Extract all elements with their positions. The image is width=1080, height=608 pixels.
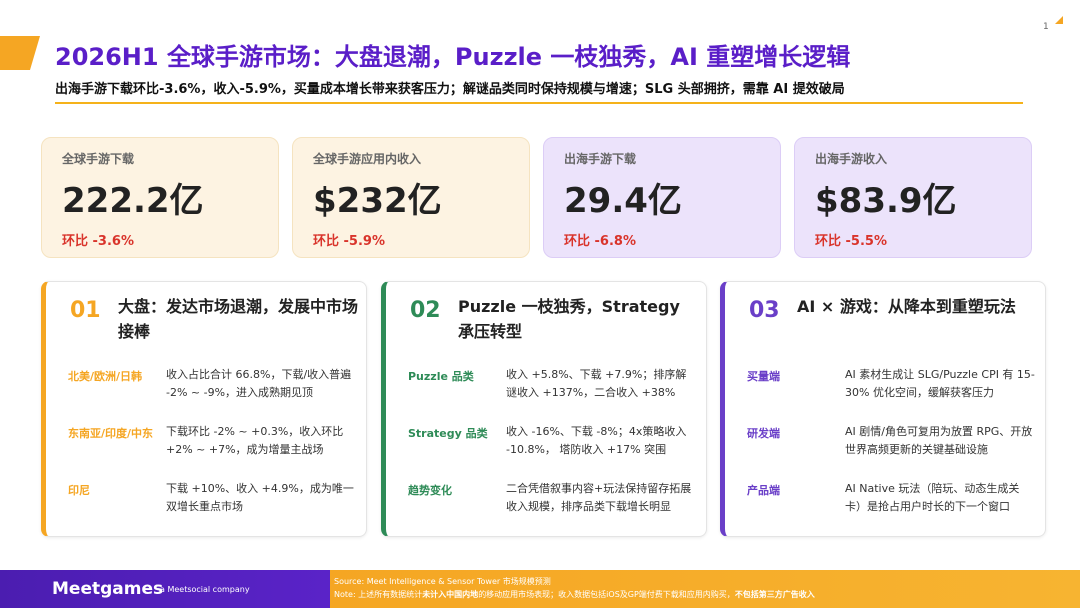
row-label: 产品端 [747,484,780,497]
note-text: Note: 上述所有数据统计 [334,590,423,599]
kpi-change: 环比 -5.5% [815,234,887,249]
kpi-value: $232亿 [313,181,442,221]
row-label: 东南亚/印度/中东 [68,427,154,440]
kpi-value: $83.9亿 [815,181,957,221]
row-text: AI Native 玩法（陪玩、动态生成关卡）是抢占用户时长的下一个窗口 [845,482,1020,513]
kpi-value: 29.4亿 [564,181,682,221]
row-text: 收入占比合计 66.8%，下载/收入普遍 -2% ~ -9%，进入成熟期见顶 [166,368,352,399]
section-row: 产品端 AI Native 玩法（陪玩、动态生成关卡）是抢占用户时长的下一个窗口 [747,480,1031,530]
subtitle: 出海手游下载环比-3.6%，收入-5.9%，买量成本增长带来获客压力；解谜品类同… [55,78,1023,104]
section-title: 大盘：发达市场退潮，发展中市场接棒 [118,297,359,341]
source: Source: Meet Intelligence & Sensor Tower… [334,577,551,586]
section-card: 01 大盘：发达市场退潮，发展中市场接棒北美/欧洲/日韩 收入占比合计 66.8%，… [41,281,367,537]
logo: Meetgames [52,579,164,599]
note-text: 的移动应用市场表现；收入数据包括iOS及GP端付费下载和应用内购买， [478,590,735,599]
footer-band [0,570,1080,608]
kpi-label: 出海手游收入 [815,152,888,166]
row-text: 收入 -16%、下载 -8%；4x策略收入 -10.8%， 塔防收入 +17% … [506,425,687,456]
section-row: 东南亚/印度/中东 下载环比 -2% ~ +0.3%，收入环比 +2% ~ +7%… [68,423,352,473]
tagline: a Meetsocial company [160,585,250,594]
row-text: AI 剧情/角色可复用为放置 RPG、开放世界高频更新的关键基础设施 [845,425,1033,456]
kpi-value: 222.2亿 [62,181,204,221]
section-row: Puzzle 品类 收入 +5.8%、下载 +7.9%；排序解谜收入 +137%，… [408,366,692,416]
kpi-card: 全球手游下载 222.2亿环比 -3.6% [41,137,279,258]
section-number: 01 [70,298,101,323]
note: Note: 上述所有数据统计未计入中国内地的移动应用市场表现；收入数据包括iOS… [334,589,815,600]
section-card: 03 AI × 游戏：从降本到重塑玩法买量端 AI 素材生成让 SLG/Puzzle… [720,281,1046,537]
section-title: AI × 游戏：从降本到重塑玩法 [797,297,1016,316]
section-title: Puzzle 一枝独秀，Strategy 承压转型 [458,297,680,341]
section-row: Strategy 品类 收入 -16%、下载 -8%；4x策略收入 -10.8%，… [408,423,692,473]
kpi-change: 环比 -6.8% [564,234,636,249]
row-label: 买量端 [747,370,780,383]
section-row: 北美/欧洲/日韩 收入占比合计 66.8%，下载/收入普遍 -2% ~ -9%，进… [68,366,352,416]
section-row: 研发端 AI 剧情/角色可复用为放置 RPG、开放世界高频更新的关键基础设施 [747,423,1032,473]
row-label: Strategy 品类 [408,427,488,440]
section-row: 印尼 下载 +10%、收入 +4.9%，成为唯一双增长重点市场 [68,480,354,530]
row-label: 研发端 [747,427,780,440]
page-number: 1 [1043,22,1049,32]
row-label: 印尼 [68,484,90,497]
kpi-label: 全球手游应用内收入 [313,152,422,166]
row-label: Puzzle 品类 [408,370,474,383]
title-accent [0,36,40,70]
row-text: AI 素材生成让 SLG/Puzzle CPI 有 15-30% 优化空间，缓解… [845,368,1035,399]
row-text: 收入 +5.8%、下载 +7.9%；排序解谜收入 +137%，二合收入 +38% [506,368,687,399]
kpi-card: 出海手游下载 29.4亿环比 -6.8% [543,137,781,258]
kpi-card: 出海手游收入 $83.9亿环比 -5.5% [794,137,1032,258]
kpi-change: 环比 -5.9% [313,234,385,249]
row-text: 下载 +10%、收入 +4.9%，成为唯一双增长重点市场 [166,482,354,513]
section-row: 买量端 AI 素材生成让 SLG/Puzzle CPI 有 15-30% 优化空间… [747,366,1035,416]
section-card: 02 Puzzle 一枝独秀，Strategy 承压转型 Puzzle 品类 收入 +… [381,281,707,537]
note-emphasis: 不包括第三方广告收入 [734,590,815,599]
section-number: 03 [749,298,780,323]
page-mark [1055,16,1063,24]
title: 2026H1 全球手游市场：大盘退潮，Puzzle 一枝独秀，AI 重塑增长逻辑 [55,43,851,71]
kpi-label: 全球手游下载 [62,152,135,166]
kpi-card: 全球手游应用内收入 $232亿环比 -5.9% [292,137,530,258]
row-label: 北美/欧洲/日韩 [68,370,143,383]
row-label: 趋势变化 [408,484,452,497]
kpi-change: 环比 -3.6% [62,234,134,249]
row-text: 下载环比 -2% ~ +0.3%，收入环比 +2% ~ +7%，成为增量主战场 [166,425,344,456]
section-number: 02 [410,298,441,323]
row-text: 二合凭借叙事内容+玩法保持留存拓展收入规模，排序品类下载增长明显 [506,482,692,513]
section-row: 趋势变化 二合凭借叙事内容+玩法保持留存拓展收入规模，排序品类下载增长明显 [408,480,692,530]
kpi-label: 出海手游下载 [564,152,637,166]
note-emphasis: 未计入中国内地 [422,590,479,599]
